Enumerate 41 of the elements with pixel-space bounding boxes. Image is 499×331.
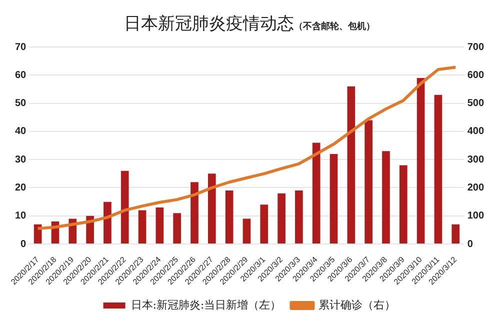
chart-subtitle: （不含邮轮、包机） [294, 20, 375, 33]
legend-label: 日本:新冠肺炎:当日新增（左） [130, 298, 282, 312]
bar [208, 174, 216, 244]
bar [242, 218, 251, 244]
y2-tick-label: 500 [467, 98, 484, 110]
bar [278, 193, 286, 244]
bar [434, 94, 442, 244]
y-tick-label: 20 [15, 182, 27, 194]
y-tick-label: 40 [15, 126, 27, 138]
bar [104, 202, 112, 244]
y-tick-label: 0 [20, 238, 27, 250]
bar [173, 213, 182, 244]
chart-title: 日本新冠肺炎疫情动态 [124, 13, 294, 35]
bar [452, 224, 460, 244]
bar [312, 142, 320, 244]
y2-tick-label: 300 [467, 154, 484, 166]
bar [138, 210, 146, 244]
y-tick-label: 50 [15, 98, 27, 110]
y2-tick-label: 700 [467, 42, 484, 53]
bar [364, 120, 372, 244]
bar [382, 151, 390, 244]
bar [190, 182, 198, 244]
bar [416, 78, 425, 244]
y2-tick-label: 600 [467, 70, 484, 81]
y2-tick-label: 200 [467, 182, 484, 194]
bar [260, 204, 268, 244]
y-tick-label: 70 [15, 42, 27, 53]
bar [399, 165, 408, 244]
y-tick-label: 30 [15, 154, 27, 166]
bar [225, 190, 234, 244]
y2-tick-label: 400 [467, 126, 484, 138]
y-tick-label: 10 [15, 210, 27, 222]
bar [347, 86, 356, 244]
bar [120, 170, 129, 244]
bar [295, 190, 303, 244]
legend-label: 累计确诊（右） [318, 298, 396, 312]
bar [330, 154, 338, 244]
bar [156, 207, 164, 244]
y2-tick-label: 100 [467, 210, 484, 222]
y2-tick-label: 0 [467, 238, 474, 250]
y-tick-label: 60 [15, 70, 27, 81]
